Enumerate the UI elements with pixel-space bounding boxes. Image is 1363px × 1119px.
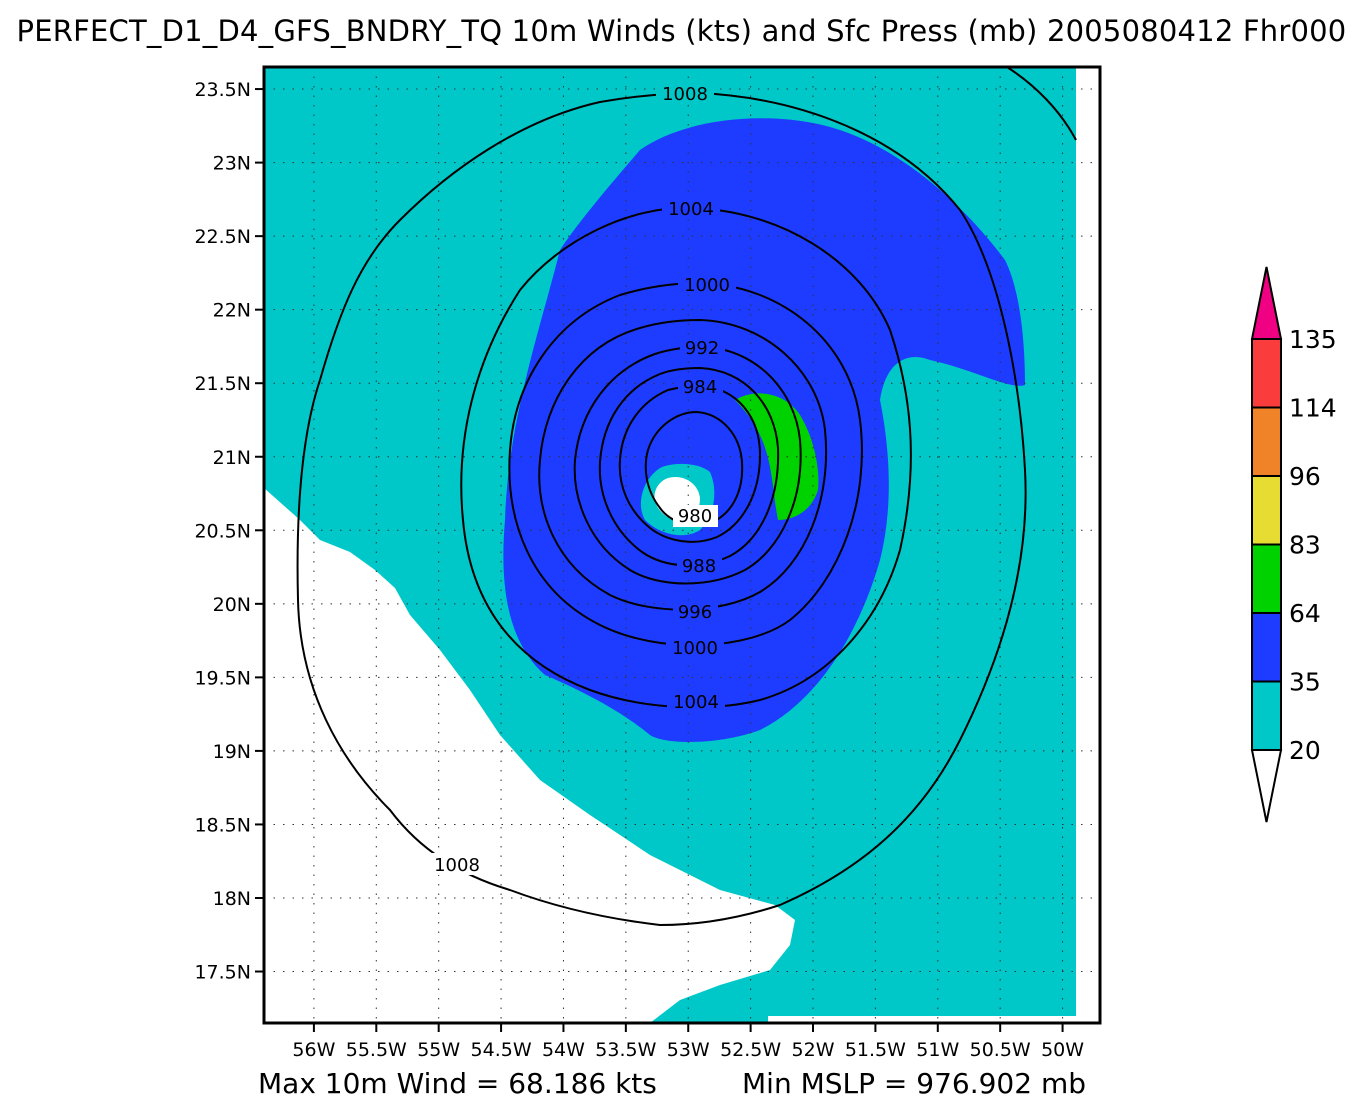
colorbar-top-arrow <box>1250 266 1283 340</box>
contour-label-996: 996 <box>678 602 712 623</box>
latitude-ticks: 23.5N 23N 22.5N 22N 21.5N 21N 20.5N 20N 19.5N 19N… <box>194 79 264 984</box>
lon-tick-label: 55W <box>417 1039 460 1061</box>
lat-tick-label: 21.5N <box>194 373 251 395</box>
colorbar-segment <box>1251 475 1282 546</box>
lat-tick-label: 18.5N <box>194 814 251 836</box>
contour-label-1000-bottom: 1000 <box>672 638 718 659</box>
colorbar-level-label: 114 <box>1289 394 1337 423</box>
contour-label-1004-bottom: 1004 <box>673 692 719 713</box>
lon-tick-label: 54.5W <box>471 1039 532 1061</box>
lat-tick-label: 18N <box>213 888 251 910</box>
colorbar-segment <box>1251 543 1282 614</box>
colorbar-segment <box>1251 338 1282 409</box>
lon-tick-label: 51W <box>916 1039 959 1061</box>
lat-tick-label: 22N <box>213 300 251 322</box>
contour-label-992: 992 <box>685 338 719 359</box>
max-wind-readout: Max 10m Wind = 68.186 kts <box>258 1067 657 1100</box>
wind-band-below-20-east <box>1076 67 1100 1023</box>
lon-tick-label: 51.5W <box>845 1039 906 1061</box>
lon-tick-label: 50W <box>1041 1039 1084 1061</box>
contour-label-1008-top: 1008 <box>662 84 708 105</box>
isobar-988 <box>598 366 780 567</box>
min-mslp-readout: Min MSLP = 976.902 mb <box>742 1067 1086 1100</box>
lon-tick-label: 52W <box>792 1039 835 1061</box>
map-title: PERFECT_D1_D4_GFS_BNDRY_TQ 10m Winds (kt… <box>16 14 1347 48</box>
contour-label-980: 980 <box>678 506 712 527</box>
contour-labels: 1008 1004 1000 992 984 980 988 996 1000 … <box>428 82 736 876</box>
colorbar-level-label: 20 <box>1289 736 1321 765</box>
contour-label-984: 984 <box>683 377 717 398</box>
isobar-1008-northeast <box>1006 67 1077 141</box>
plot-frame <box>262 65 1102 1025</box>
lon-tick-label: 52.5W <box>720 1039 781 1061</box>
lat-tick-label: 19.5N <box>194 667 251 689</box>
isobar-984 <box>618 384 762 543</box>
isobar-1008 <box>296 91 1027 927</box>
wind-band-below-20-bottom <box>768 1016 1076 1023</box>
isobar-1000 <box>508 281 863 647</box>
longitude-ticks: 56W 55.5W 55W 54.5W 54W 53.5W 53W 52.5W 52W 51.5W… <box>292 1023 1084 1061</box>
lat-tick-label: 23N <box>213 153 251 175</box>
contour-label-1000-top: 1000 <box>684 275 730 296</box>
colorbar-level-label: 64 <box>1289 599 1321 628</box>
colorbar-bottom-arrow <box>1250 749 1283 823</box>
lon-tick-label: 55.5W <box>346 1039 407 1061</box>
lat-tick-label: 20N <box>213 594 251 616</box>
isobar-996 <box>538 318 827 611</box>
lat-tick-label: 22.5N <box>194 226 251 248</box>
lat-tick-label: 23.5N <box>194 79 251 101</box>
colorbar-segment <box>1251 406 1282 477</box>
lat-tick-label: 21N <box>213 447 251 469</box>
wind-speed-colorbar: 20 35 64 83 96 114 135 <box>1250 266 1337 823</box>
contour-label-988: 988 <box>682 556 716 577</box>
contour-label-1008-bottom: 1008 <box>434 855 480 876</box>
lon-tick-label: 53W <box>667 1039 710 1061</box>
colorbar-level-label: 96 <box>1289 462 1321 491</box>
colorbar-level-label: 35 <box>1289 668 1321 697</box>
lon-tick-label: 53.5W <box>595 1039 656 1061</box>
lat-tick-label: 19N <box>213 741 251 763</box>
isobar-992 <box>573 345 802 585</box>
contour-label-1004-top: 1004 <box>668 199 714 220</box>
wind-band-below-20-southwest <box>264 488 795 1023</box>
colorbar-level-label: 83 <box>1289 531 1321 560</box>
lat-tick-label: 20.5N <box>194 520 251 542</box>
pressure-contours <box>296 67 1077 927</box>
lat-tick-label: 17.5N <box>194 962 251 984</box>
lon-tick-label: 50.5W <box>970 1039 1031 1061</box>
colorbar-segment <box>1251 612 1282 683</box>
lon-tick-label: 54W <box>542 1039 585 1061</box>
colorbar-segment <box>1251 680 1282 751</box>
colorbar-level-label: 135 <box>1289 325 1337 354</box>
lon-tick-label: 56W <box>292 1039 335 1061</box>
